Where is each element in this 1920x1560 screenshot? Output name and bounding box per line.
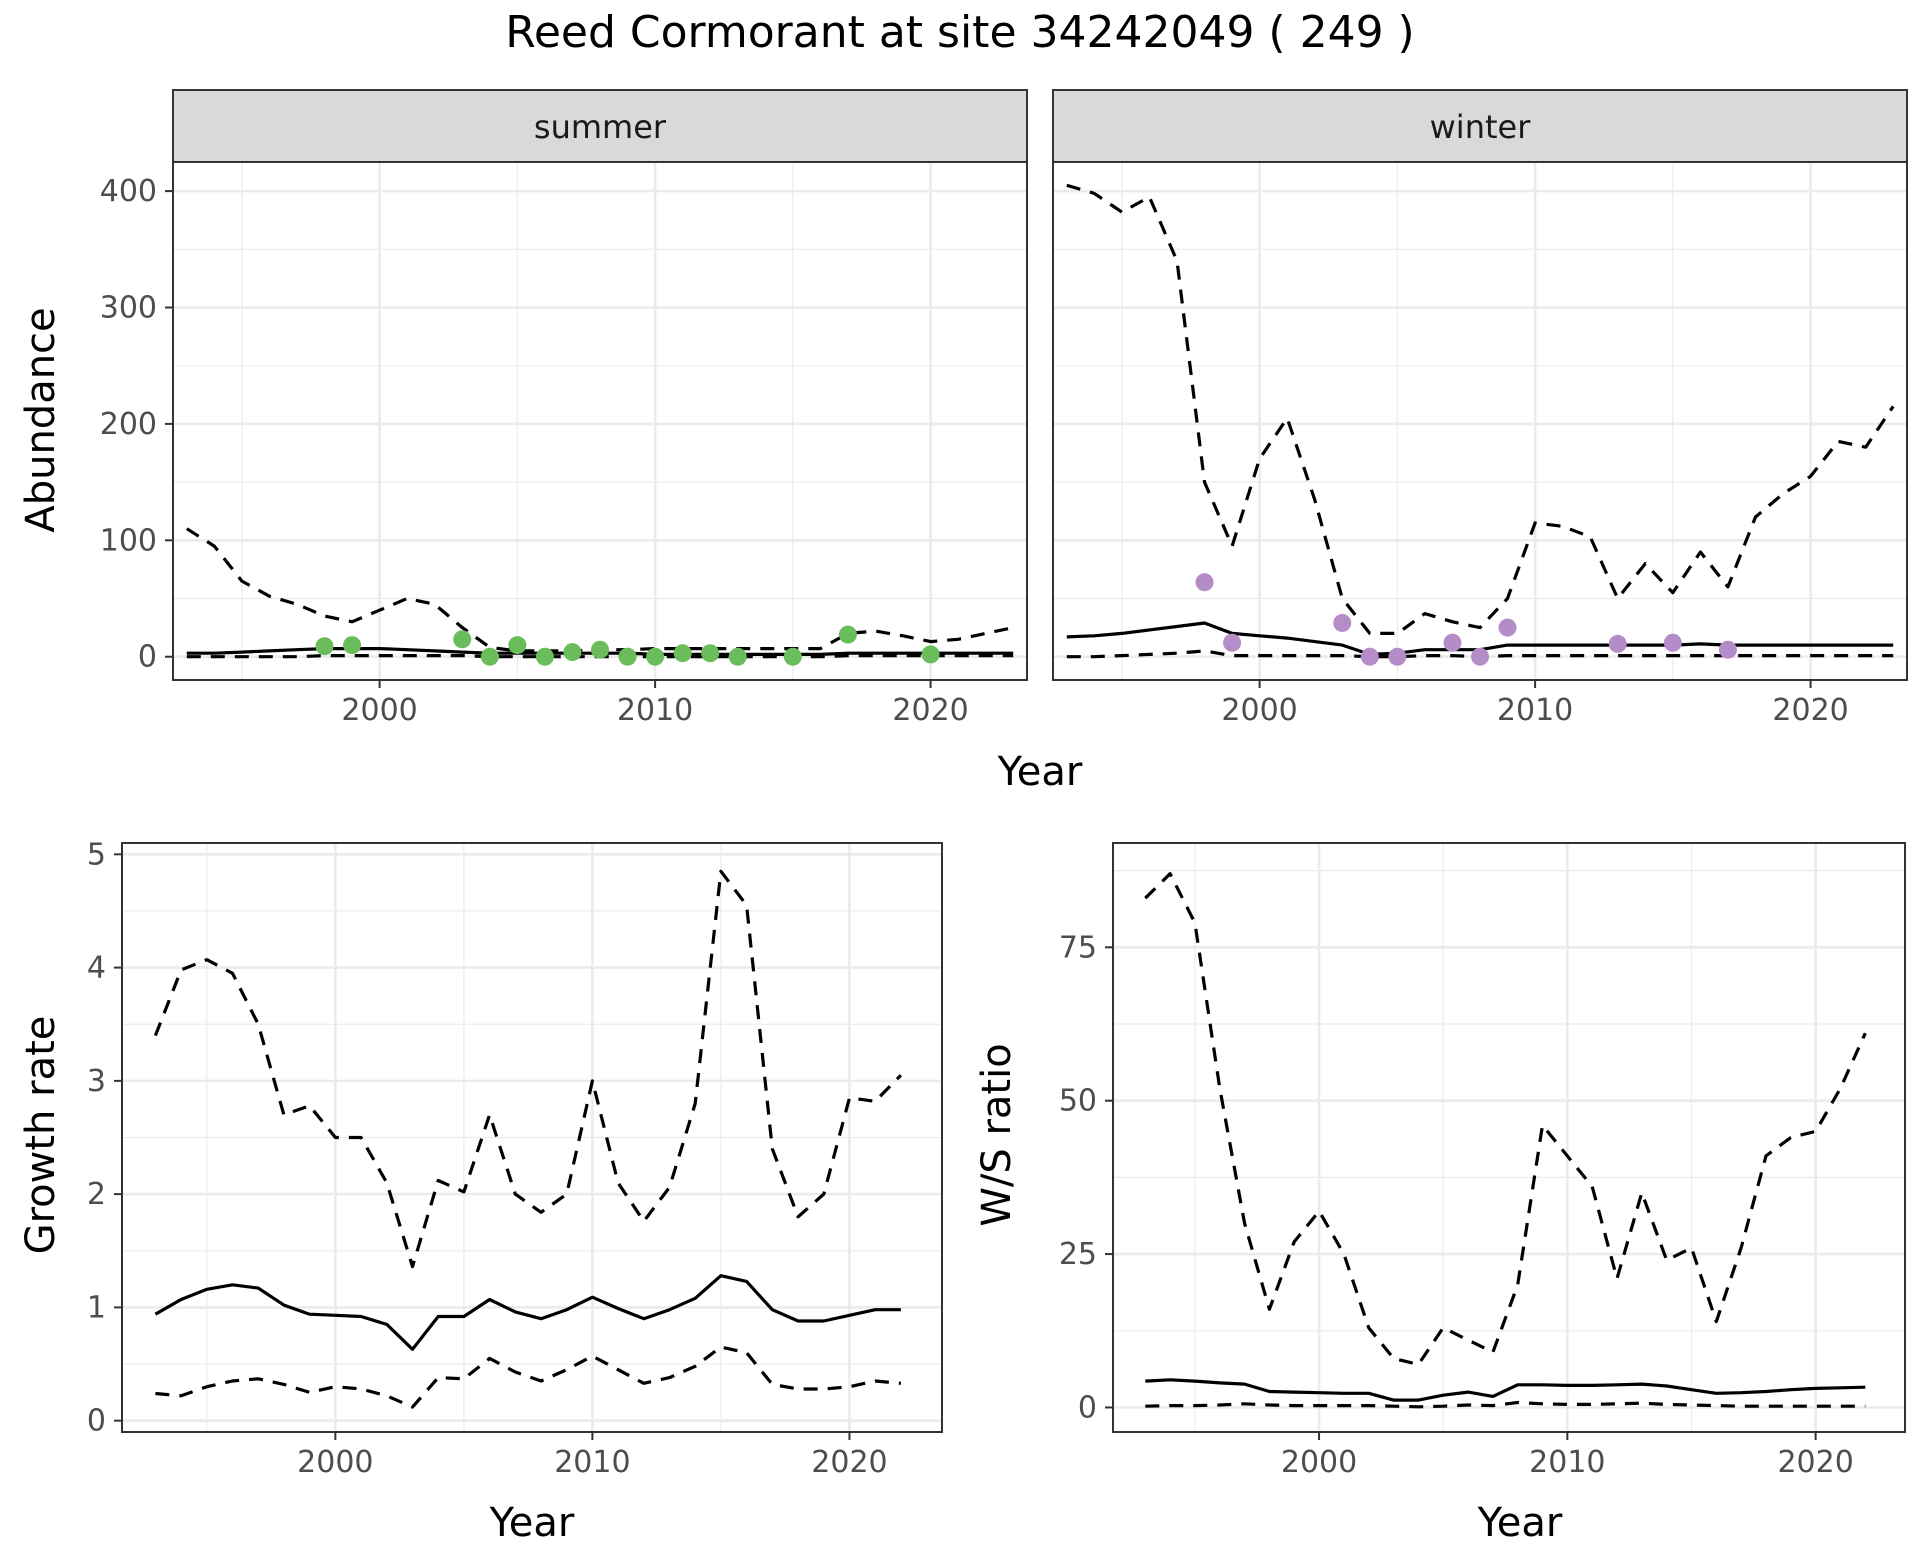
data-point (508, 636, 527, 655)
panel-winter: winter 2000 2010 2020 (1052, 89, 1908, 728)
data-point (1223, 633, 1242, 652)
y-tick-label: 25 (1059, 1237, 1097, 1272)
plot-summer: 2000 2010 2020 0 100 200 300 400 (100, 161, 1028, 728)
x-tick-label: 2000 (297, 1445, 373, 1480)
data-point (1718, 640, 1737, 659)
data-point (343, 636, 362, 655)
y-tick-label: 200 (100, 407, 157, 442)
x-tick-label: 2010 (1497, 693, 1573, 728)
data-point (1471, 647, 1489, 666)
x-tick-label: 2010 (1529, 1445, 1605, 1480)
data-point (1498, 618, 1517, 637)
panel-ratio: 2000 2010 2020 0 25 50 75 (1059, 842, 1906, 1480)
data-point (591, 640, 609, 659)
data-point (1333, 613, 1352, 632)
x-axis-title-growth: Year (489, 1500, 575, 1546)
plot-growth: 2000 2010 2020 0 1 2 3 4 5 (87, 837, 943, 1480)
data-point (838, 625, 857, 644)
panel-border (121, 842, 943, 1433)
facet-label-winter: winter (1430, 108, 1532, 146)
y-tick-label: 1 (87, 1290, 106, 1325)
series-line-mean (1145, 1378, 1866, 1402)
x-tick-label: 2000 (341, 693, 417, 728)
data-point (646, 647, 665, 666)
data-point (728, 647, 747, 666)
y-tick-label: 50 (1059, 1084, 1097, 1119)
x-tick-label: 2020 (892, 693, 968, 728)
panel-background (1053, 162, 1907, 680)
data-point (1443, 633, 1462, 652)
y-tick-label: 300 (100, 291, 157, 326)
data-point (783, 647, 802, 666)
data-point (480, 647, 499, 666)
facet-strip-winter (1052, 89, 1908, 163)
y-tick-label: 5 (87, 837, 106, 872)
y-tick-label: 3 (87, 1064, 106, 1099)
facet-strip-summer (172, 89, 1028, 163)
panel-growth: 2000 2010 2020 0 1 2 3 4 5 (87, 837, 943, 1480)
panel-border (1052, 161, 1908, 681)
y-tick-label: 0 (87, 1404, 106, 1439)
plot-winter: 2000 2010 2020 (1052, 161, 1908, 728)
series-line-lower (1145, 1400, 1866, 1409)
data-point (1360, 647, 1379, 666)
y-tick-label: 400 (100, 174, 157, 209)
x-tick-label: 2000 (1221, 693, 1297, 728)
y-tick-label: 100 (100, 523, 157, 558)
data-point (315, 637, 334, 656)
figure-title: Reed Cormorant at site 34242049 ( 249 ) (505, 7, 1414, 58)
y-tick-label: 2 (87, 1177, 106, 1212)
x-tick-label: 2010 (554, 1445, 630, 1480)
y-axis-title-ratio: W/S ratio (974, 1043, 1020, 1226)
plot-ratio: 2000 2010 2020 0 25 50 75 (1059, 842, 1906, 1480)
y-axis-title-abundance: Abundance (18, 307, 64, 532)
x-tick-label: 2020 (811, 1445, 887, 1480)
data-point (453, 630, 472, 649)
panel-border (172, 161, 1028, 681)
y-axis-title-growth: Growth rate (18, 1016, 64, 1255)
x-tick-label: 2020 (1777, 1445, 1853, 1480)
panel-background (1113, 843, 1905, 1432)
series-line-upper (1144, 872, 1867, 1367)
y-tick-label: 4 (87, 951, 106, 986)
data-point (535, 647, 554, 666)
data-point (673, 644, 692, 663)
facet-label-summer: summer (534, 108, 667, 146)
series-line-upper (153, 869, 903, 1269)
x-axis-title-ratio: Year (1477, 1500, 1563, 1546)
series-line-upper (1066, 183, 1895, 635)
panel-background (173, 162, 1027, 680)
y-tick-label: 0 (138, 640, 157, 675)
x-tick-label: 2020 (1772, 693, 1848, 728)
data-point (618, 647, 637, 666)
x-axis-title-top: Year (997, 749, 1083, 795)
data-point (563, 643, 582, 662)
data-point (1195, 573, 1214, 592)
y-tick-label: 75 (1059, 930, 1097, 965)
series-line-mean (154, 1274, 901, 1351)
x-tick-label: 2000 (1281, 1445, 1357, 1480)
data-point (921, 645, 940, 664)
y-tick-label: 0 (1078, 1390, 1097, 1425)
panel-border (1112, 842, 1906, 1433)
x-tick-label: 2010 (617, 693, 693, 728)
data-point (1663, 633, 1682, 652)
data-point (701, 644, 720, 663)
data-point (1388, 647, 1407, 666)
series-line-lower (155, 1345, 902, 1409)
data-point (1608, 634, 1627, 653)
panel-summer: summer 2000 2010 2020 0 100 200 300 400 (100, 89, 1028, 728)
